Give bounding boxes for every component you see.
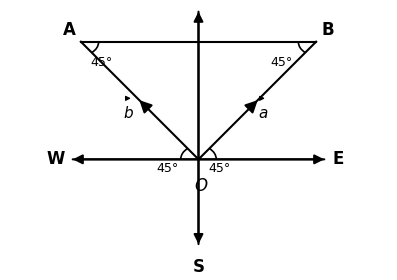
Text: E: E bbox=[333, 150, 344, 168]
Text: O: O bbox=[195, 177, 208, 195]
Text: b: b bbox=[124, 106, 133, 121]
Text: 45°: 45° bbox=[156, 162, 178, 176]
Text: B: B bbox=[322, 21, 334, 39]
Text: 45°: 45° bbox=[209, 162, 231, 176]
Text: A: A bbox=[63, 21, 75, 39]
Text: W: W bbox=[46, 150, 64, 168]
Text: 45°: 45° bbox=[271, 56, 293, 69]
Text: a: a bbox=[258, 106, 268, 121]
Text: S: S bbox=[193, 258, 204, 276]
Text: 45°: 45° bbox=[90, 56, 112, 69]
